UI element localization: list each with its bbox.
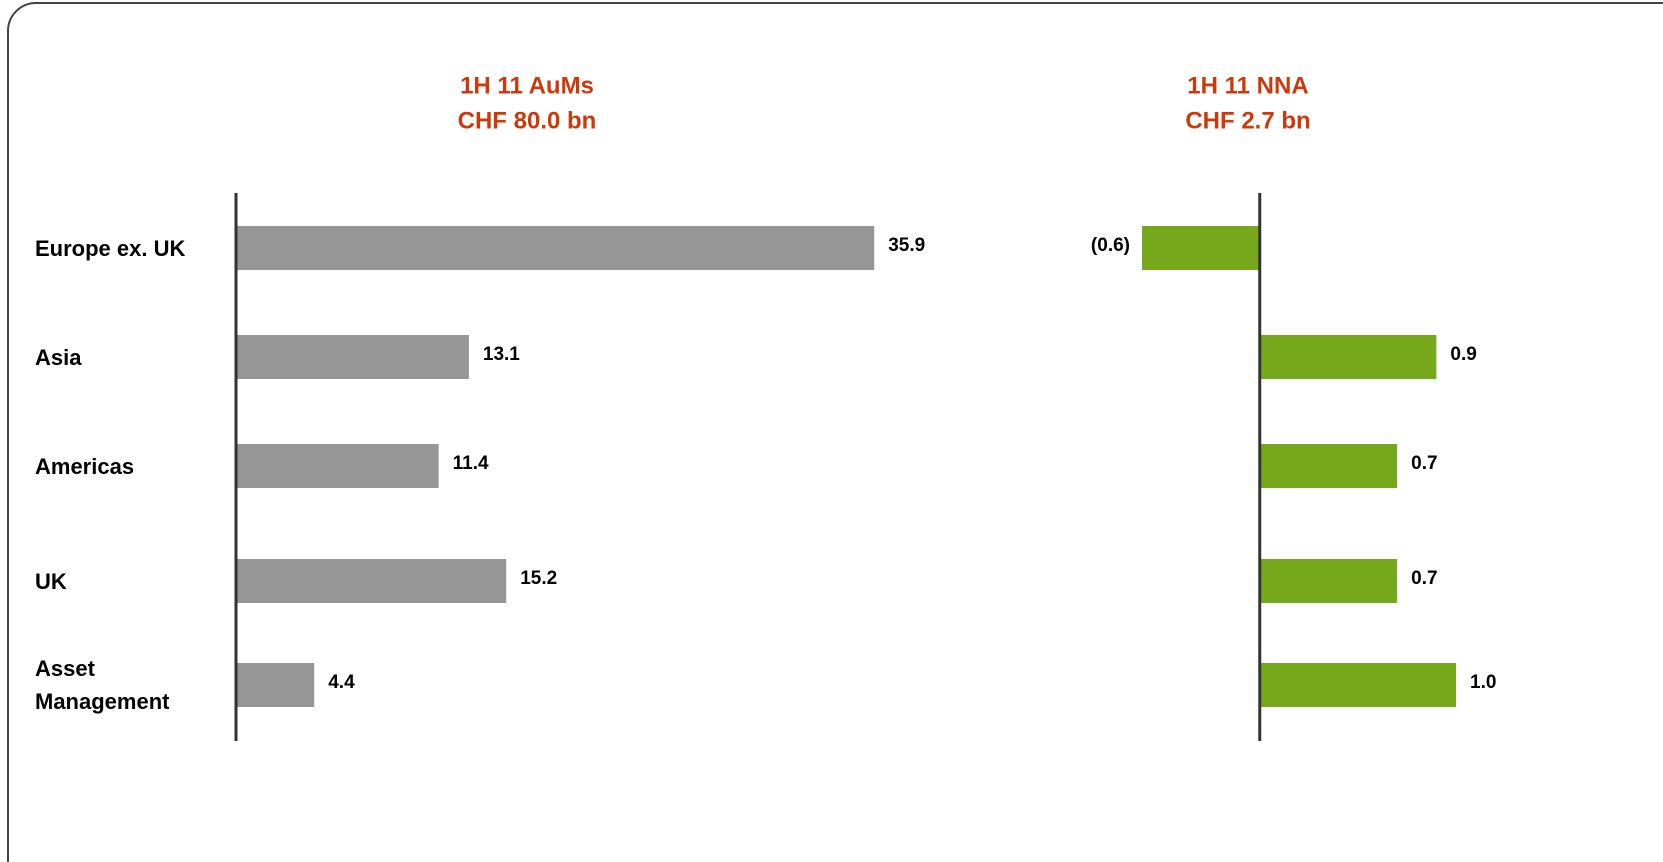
value-label: 15.2 [520, 568, 557, 589]
bar [1259, 559, 1398, 603]
bar [1259, 663, 1456, 707]
category-label: Asia [35, 344, 82, 370]
bar [236, 559, 507, 603]
value-label: 4.4 [328, 672, 355, 693]
bar [1259, 444, 1398, 488]
bar [1142, 226, 1260, 270]
category-label: Europe ex. UK [35, 235, 186, 261]
bar [236, 663, 315, 707]
value-label: 0.9 [1450, 344, 1476, 365]
bar [236, 226, 875, 270]
value-label: 35.9 [888, 235, 925, 256]
value-label: (0.6) [1091, 235, 1130, 256]
value-label: 11.4 [453, 453, 489, 474]
category-label: Americas [35, 453, 135, 479]
frame [7, 2, 1663, 862]
bar [236, 444, 439, 488]
value-label: 13.1 [483, 344, 520, 365]
value-label: 1.0 [1470, 672, 1496, 693]
bar [236, 335, 469, 379]
category-label: UK [35, 568, 67, 594]
chart-title: 1H 11 NNA [1187, 72, 1308, 99]
chart-subtitle: CHF 80.0 bn [458, 107, 597, 134]
value-label: 0.7 [1411, 568, 1437, 589]
bar [1259, 335, 1437, 379]
value-label: 0.7 [1411, 453, 1437, 474]
chart-title: 1H 11 AuMs [460, 72, 594, 99]
chart-subtitle: CHF 2.7 bn [1185, 107, 1310, 134]
category-label: Asset Management [35, 656, 170, 714]
